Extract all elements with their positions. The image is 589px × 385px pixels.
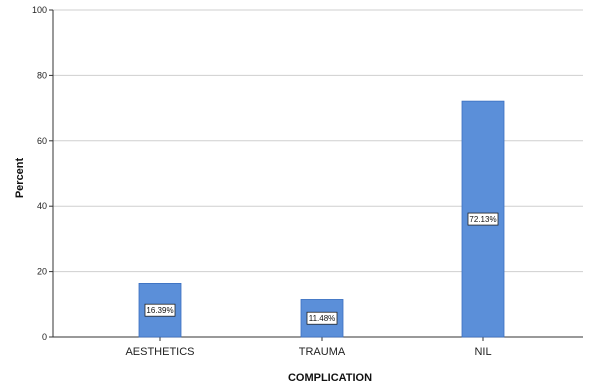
data-label-box xyxy=(144,303,176,317)
data-label: 72.13% xyxy=(469,215,496,224)
y-tick-label: 40 xyxy=(37,201,47,211)
data-label-box xyxy=(306,311,338,325)
x-category-label: TRAUMA xyxy=(299,346,346,358)
y-tick-label: 0 xyxy=(42,332,47,342)
data-labels: 16.39% 11.48% 72.13% xyxy=(144,212,499,325)
x-category-label: AESTHETICS xyxy=(125,346,194,358)
y-tick-label: 80 xyxy=(37,70,47,80)
x-category-labels: AESTHETICS TRAUMA NIL xyxy=(125,346,491,358)
data-label: 11.48% xyxy=(309,314,336,323)
y-tick-label: 20 xyxy=(37,267,47,277)
y-tick-label: 60 xyxy=(37,136,47,146)
data-label-box xyxy=(467,212,499,226)
x-category-label: NIL xyxy=(474,346,491,358)
x-axis-title: COMPLICATION xyxy=(288,372,372,384)
y-tick-label: 100 xyxy=(32,5,47,15)
bars xyxy=(138,100,505,338)
data-label: 16.39% xyxy=(146,306,173,315)
y-tick-labels: 0 20 40 60 80 100 xyxy=(32,5,47,342)
y-axis-title: Percent xyxy=(14,157,26,198)
